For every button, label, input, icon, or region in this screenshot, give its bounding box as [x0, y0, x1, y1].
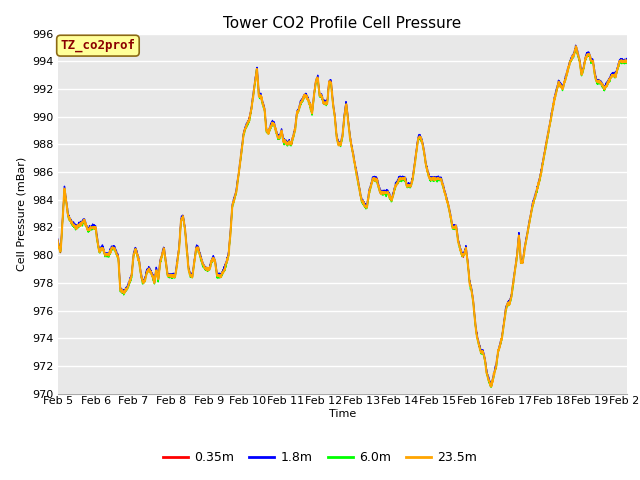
Y-axis label: Cell Pressure (mBar): Cell Pressure (mBar): [17, 156, 26, 271]
Text: TZ_co2prof: TZ_co2prof: [60, 39, 136, 52]
Legend: 0.35m, 1.8m, 6.0m, 23.5m: 0.35m, 1.8m, 6.0m, 23.5m: [158, 446, 482, 469]
Title: Tower CO2 Profile Cell Pressure: Tower CO2 Profile Cell Pressure: [223, 16, 461, 31]
X-axis label: Time: Time: [329, 409, 356, 419]
